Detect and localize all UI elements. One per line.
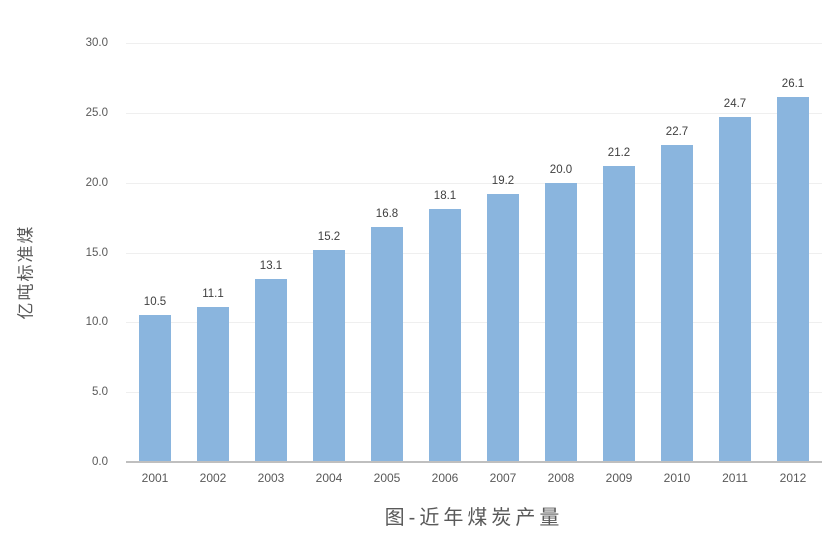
bar-cell: 10.5 [126, 43, 184, 462]
bar [197, 306, 229, 462]
y-tick-label: 5.0 [92, 386, 108, 399]
bar-cell: 18.1 [416, 43, 474, 462]
bar [139, 315, 171, 462]
x-tick-label: 2003 [257, 471, 285, 485]
bar [777, 97, 809, 462]
bar-cell: 15.2 [300, 43, 358, 462]
x-tick-label: 2012 [779, 471, 807, 485]
bar [719, 117, 751, 462]
gridline [126, 182, 822, 184]
bar [313, 249, 345, 462]
x-tick-label: 2006 [431, 471, 459, 485]
bar [487, 193, 519, 462]
bar-value-label: 26.1 [781, 78, 805, 91]
x-tick-label: 2007 [489, 471, 517, 485]
bars-container: 10.5 11.1 13.1 15.2 16.8 18.1 19.2 20.0 21.2 22.7… [126, 43, 822, 462]
y-tick-label: 30.0 [85, 37, 108, 49]
bar-cell: 21.2 [590, 43, 648, 462]
bar-value-label: 24.7 [723, 98, 747, 111]
bar-cell: 16.8 [358, 43, 416, 462]
bar-cell: 24.7 [706, 43, 764, 462]
bar-value-label: 22.7 [665, 125, 689, 138]
bar-cell: 11.1 [184, 43, 242, 462]
bar-value-label: 10.5 [143, 296, 167, 309]
bar-cell: 22.7 [648, 43, 706, 462]
x-tick-label: 2004 [315, 471, 343, 485]
bar-value-label: 20.0 [549, 163, 573, 176]
bar-value-label: 13.1 [259, 260, 283, 273]
x-tick-label: 2008 [547, 471, 575, 485]
bar-value-label: 15.2 [317, 230, 341, 243]
bar-cell: 19.2 [474, 43, 532, 462]
y-tick-label: 10.0 [85, 316, 108, 329]
gridline [126, 112, 822, 114]
x-tick-label: 2005 [373, 471, 401, 485]
y-tick-label: 20.0 [85, 176, 108, 189]
y-tick-label: 15.0 [85, 246, 108, 259]
x-tick-label: 2011 [722, 471, 748, 485]
x-tick-label: 2001 [141, 471, 169, 485]
bar [429, 209, 461, 462]
bar-cell: 26.1 [764, 43, 822, 462]
bar-value-label: 16.8 [375, 208, 399, 221]
x-tick-label: 2009 [605, 471, 633, 485]
bar-value-label: 11.1 [202, 287, 224, 300]
x-axis-tick-labels: 2001 2002 2003 2004 2005 2006 2007 2008 2009 2010… [126, 471, 822, 485]
bar [255, 279, 287, 462]
gridline [126, 392, 822, 394]
chart-title: 图-近年煤炭产量 [384, 507, 564, 529]
gridline [126, 252, 822, 254]
x-tick-label: 2010 [663, 471, 691, 485]
gridline [126, 43, 822, 44]
y-axis-tick-labels: 0.0 5.0 10.0 15.0 20.0 25.0 30.0 [0, 37, 108, 468]
bar-cell: 20.0 [532, 43, 590, 462]
bar-value-label: 19.2 [491, 174, 515, 187]
bar-value-label: 21.2 [607, 146, 631, 159]
plot-area: 10.5 11.1 13.1 15.2 16.8 18.1 19.2 20.0 21.2 22.7… [126, 43, 822, 463]
y-tick-label: 25.0 [85, 106, 108, 119]
bar [661, 144, 693, 462]
bar [545, 182, 577, 462]
x-tick-label: 2002 [199, 471, 227, 485]
bar-cell: 13.1 [242, 43, 300, 462]
gridline [126, 322, 822, 324]
bar [371, 227, 403, 462]
y-tick-label: 0.0 [92, 456, 108, 468]
bar [603, 165, 635, 462]
x-axis-line [126, 461, 822, 463]
bar-value-label: 18.1 [433, 190, 457, 203]
